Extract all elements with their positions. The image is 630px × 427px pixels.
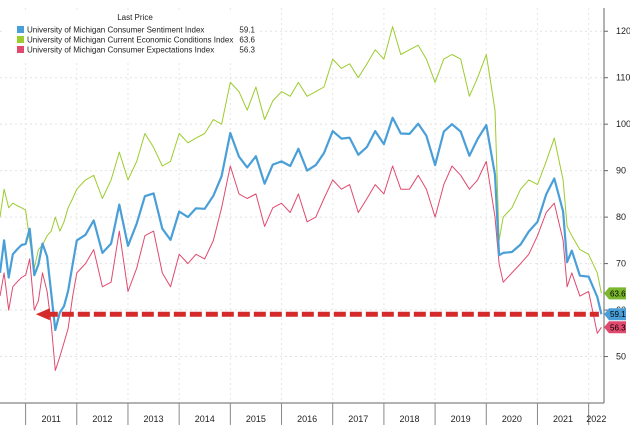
x-tick-label: 2015 (246, 414, 266, 424)
legend-value-sentiment: 59.1 (239, 26, 255, 35)
legend: Last Price University of Michigan Consum… (5, 10, 260, 60)
legend-value-expectations: 56.3 (239, 46, 255, 55)
legend-box (5, 10, 260, 60)
x-tick-label: 2011 (42, 414, 61, 424)
badge-shape (604, 308, 626, 321)
badge-sentiment: 59.1 (604, 308, 626, 321)
badge-current-conditions: 63.6 (604, 287, 626, 300)
x-tick-label: 2021 (553, 414, 573, 424)
legend-swatch-current-conditions (17, 36, 24, 43)
y-tick-label: 110 (616, 73, 630, 83)
grid (0, 30, 604, 358)
expectations-line (0, 160, 602, 371)
legend-swatch-expectations (17, 46, 24, 53)
dashed-arrow-annotation (35, 308, 599, 321)
y-tick-label: 100 (616, 119, 630, 129)
legend-label-sentiment: University of Michigan Consumer Sentimen… (27, 26, 204, 35)
x-tick-label: 2016 (297, 414, 317, 424)
dashed-arrow-head (35, 308, 50, 321)
year-dividers (25, 8, 590, 403)
y-tick-label: 90 (616, 166, 626, 176)
x-tick-label: 2012 (92, 414, 112, 424)
badge-label: 59.1 (610, 310, 626, 319)
legend-swatch-sentiment (17, 26, 24, 33)
badge-label: 63.6 (610, 289, 626, 298)
x-tick-label: 2013 (144, 414, 164, 424)
x-tick-label: 2014 (195, 414, 215, 424)
sentiment-line (0, 116, 603, 332)
y-tick-label: 70 (616, 259, 626, 269)
y-tick-label: 120 (616, 26, 630, 36)
legend-value-current-conditions: 63.6 (239, 36, 255, 45)
y-tick-label: 80 (616, 212, 626, 222)
x-axis-ticks: 2011 2012 2013 2014 2015 2016 2017 2018 2019 2020… (25, 403, 606, 425)
x-tick-label: 2020 (502, 414, 522, 424)
badge-expectations: 56.3 (604, 321, 626, 334)
badge-shape (604, 321, 626, 334)
badge-label: 56.3 (610, 323, 626, 332)
y-tick-label: 50 (616, 352, 626, 362)
x-tick-label: 2019 (451, 414, 471, 424)
badge-shape (604, 287, 626, 300)
x-tick-label: 2022 (586, 414, 606, 424)
legend-label-expectations: University of Michigan Consumer Expectat… (27, 46, 214, 55)
series-lines (0, 26, 603, 371)
legend-title: Last Price (117, 13, 153, 22)
current-conditions-line (0, 26, 602, 294)
last-price-badges: 63.6 59.1 56.3 (604, 287, 626, 334)
legend-label-current-conditions: University of Michigan Current Economic … (27, 36, 233, 45)
x-tick-label: 2017 (348, 414, 368, 424)
x-tick-label: 2018 (399, 414, 419, 424)
